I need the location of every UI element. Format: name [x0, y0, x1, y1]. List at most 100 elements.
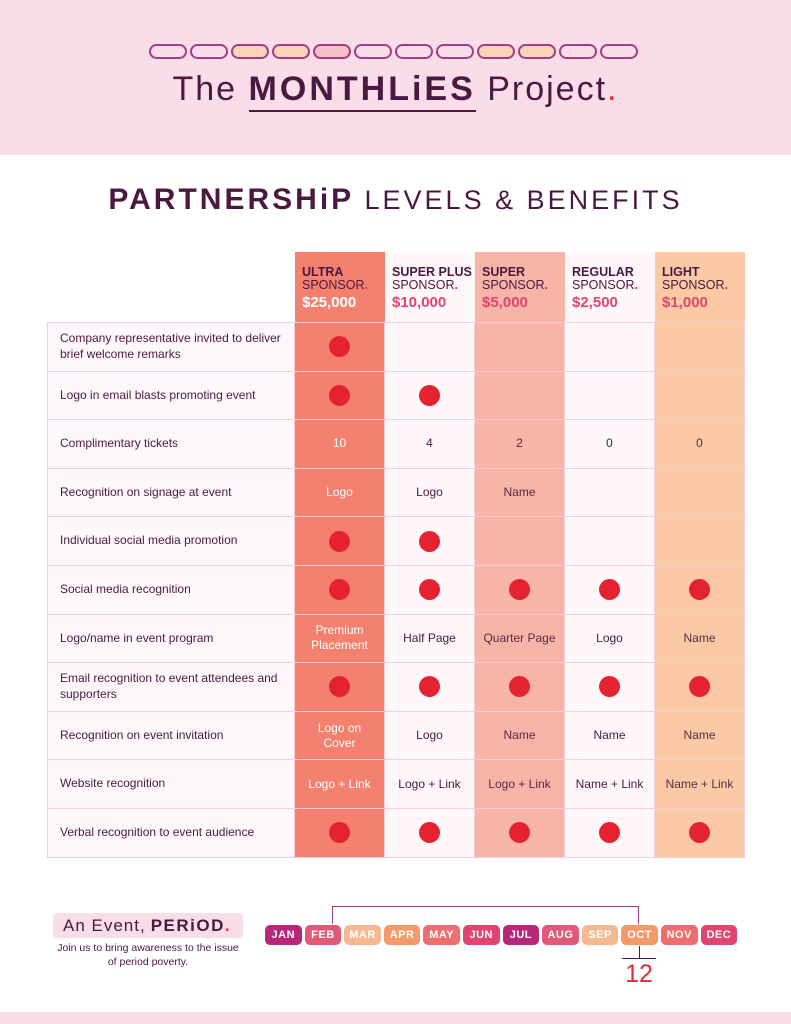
benefit-value-cell: Logo + Link	[385, 760, 475, 808]
tier-sponsor-label: SPONSOR.	[662, 279, 745, 292]
month-row: JAN FEB MAR APR MAY JUN JUL AUG SEP OCT NOV DEC	[265, 925, 738, 945]
benefit-value-cell: 10	[295, 420, 385, 468]
table-row: Logo/name in event program Premium Placem…	[47, 614, 745, 664]
benefit-value: Premium Placement	[311, 623, 368, 653]
benefit-label: Recognition on signage at event	[47, 468, 295, 517]
included-bullet-icon	[329, 676, 350, 698]
header-pill	[231, 44, 269, 59]
included-bullet-icon	[419, 579, 440, 601]
brand-project: Project	[487, 70, 608, 108]
included-bullet-icon	[689, 676, 710, 698]
tier-name: ULTRA	[302, 265, 344, 279]
tier-price: $10,000	[392, 294, 447, 311]
benefit-value-cell: Name	[475, 711, 565, 760]
included-bullet-icon	[599, 822, 620, 844]
included-bullet-icon	[509, 579, 530, 601]
month-oct: OCT	[621, 925, 658, 945]
header-pill	[272, 44, 310, 59]
header-pill	[477, 44, 515, 59]
event-tagline-pill: An Event, PERiOD.	[53, 913, 243, 938]
tier-sponsor-dot: .	[454, 278, 458, 292]
benefit-label: Email recognition to event attendees and…	[47, 663, 295, 711]
tier-sponsor-text: SPONSOR	[482, 278, 545, 292]
benefit-value-cell: Name	[655, 711, 745, 760]
benefit-value: Logo + Link	[308, 776, 371, 791]
header-pill	[354, 44, 392, 59]
benefit-value: Logo on Cover	[317, 720, 362, 750]
month-may: MAY	[423, 925, 460, 945]
brand-logo: The MONTHLiES Project.	[0, 70, 791, 112]
benefit-value-cell	[565, 323, 655, 371]
tier-header: REGULAR SPONSOR. $2,500	[565, 252, 655, 322]
benefit-label: Verbal recognition to event audience	[47, 809, 295, 857]
title-bold: PARTNERSHiP	[108, 183, 355, 216]
benefit-value: 0	[606, 436, 613, 451]
benefit-value-cell: Name + Link	[565, 760, 655, 808]
month-mar: MAR	[344, 925, 381, 945]
included-bullet-icon	[509, 822, 530, 844]
included-bullet-icon	[329, 384, 350, 406]
benefit-value-cell: 2	[475, 420, 565, 468]
header-pill	[395, 44, 433, 59]
benefit-value: Name + Link	[665, 776, 734, 791]
tier-header: LIGHT SPONSOR. $1,000	[655, 252, 745, 322]
benefit-value-cell	[565, 517, 655, 565]
benefit-value-cell: Logo	[385, 711, 475, 760]
benefit-value-cell	[385, 323, 475, 371]
event-dot: .	[224, 915, 231, 935]
tier-sponsor-dot: .	[724, 278, 728, 292]
month-feb: FEB	[304, 925, 342, 945]
table-row: Logo in email blasts promoting event	[47, 371, 745, 421]
benefit-value-cell: Logo + Link	[475, 760, 565, 808]
tier-sponsor-dot: .	[544, 278, 548, 292]
included-bullet-cell	[655, 809, 745, 857]
header-pill	[190, 44, 228, 59]
tier-price: $5,000	[482, 294, 528, 311]
benefit-label: Logo in email blasts promoting event	[47, 371, 295, 420]
benefit-label: Social media recognition	[47, 566, 295, 614]
included-bullet-cell	[295, 371, 385, 420]
tier-sponsor-label: SPONSOR.	[302, 279, 385, 292]
page-title: PARTNERSHiP LEVELS & BENEFITS	[0, 183, 791, 217]
benefit-value: Logo + Link	[398, 776, 461, 791]
month-jan: JAN	[265, 925, 302, 945]
tier-price: $1,000	[662, 294, 708, 311]
table-row: Website recognition Logo + Link Logo + Lin…	[47, 760, 745, 809]
included-bullet-cell	[565, 809, 655, 857]
tier-sponsor-dot: .	[634, 278, 638, 292]
benefit-value-cell	[565, 468, 655, 517]
benefit-label: Complimentary tickets	[47, 420, 295, 468]
tier-name: REGULAR	[572, 265, 634, 279]
benefit-value-cell: Logo	[295, 468, 385, 517]
included-bullet-cell	[385, 371, 475, 420]
included-bullet-cell	[295, 517, 385, 565]
tier-header: SUPER SPONSOR. $5,000	[475, 252, 565, 322]
benefit-value: 4	[426, 436, 433, 451]
header-pill	[518, 44, 556, 59]
included-bullet-icon	[419, 676, 440, 698]
benefit-value-cell: Name	[655, 614, 745, 663]
included-bullet-cell	[655, 663, 745, 711]
included-bullet-icon	[329, 336, 350, 358]
benefit-value: Name	[503, 728, 536, 743]
benefit-value: Name + Link	[575, 776, 644, 791]
benefit-value-cell	[655, 371, 745, 420]
benefit-value-cell: 0	[565, 420, 655, 468]
benefit-value: 10	[332, 436, 347, 451]
header-pill	[149, 44, 187, 59]
month-dec: DEC	[700, 925, 738, 945]
tier-price: $2,500	[572, 294, 618, 311]
table-row: Email recognition to event attendees and…	[47, 663, 745, 712]
event-light: An Event,	[63, 915, 146, 935]
table-row: Individual social media promotion	[47, 517, 745, 566]
included-bullet-cell	[385, 517, 475, 565]
header-pill-row	[149, 44, 638, 59]
month-sep: SEP	[581, 925, 619, 945]
included-bullet-cell	[295, 809, 385, 857]
benefit-value-cell: Logo on Cover	[295, 711, 385, 760]
benefit-value-cell	[655, 323, 745, 371]
month-nov: NOV	[660, 925, 698, 945]
benefit-label: Website recognition	[47, 760, 295, 808]
month-aug: AUG	[542, 925, 579, 945]
included-bullet-icon	[689, 822, 710, 844]
